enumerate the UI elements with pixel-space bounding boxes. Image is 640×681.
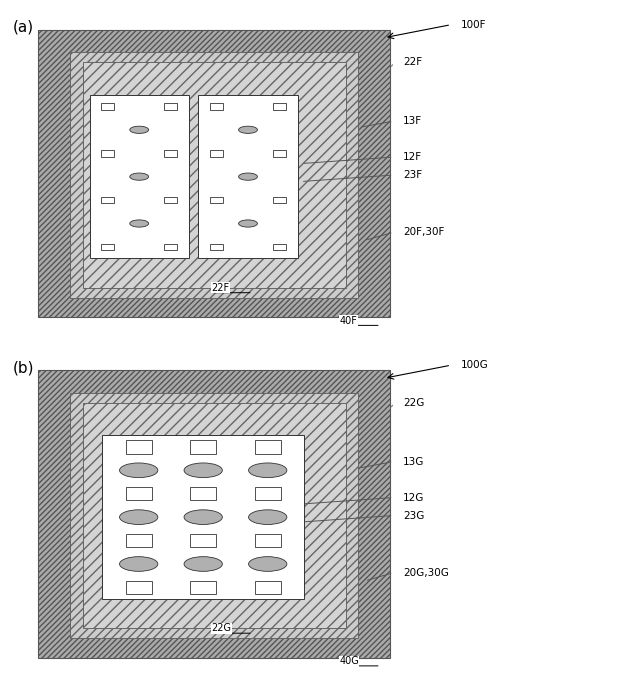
Bar	[210, 103, 223, 110]
Bar	[210, 197, 223, 204]
Bar	[83, 62, 346, 288]
Text: 13F: 13F	[403, 116, 422, 126]
Bar	[273, 103, 286, 110]
Bar	[101, 103, 114, 110]
Ellipse shape	[239, 126, 257, 133]
Bar	[273, 150, 286, 157]
Bar	[102, 435, 304, 599]
Bar	[255, 487, 281, 501]
Text: 13G: 13G	[403, 456, 424, 466]
Text: 12F: 12F	[403, 152, 422, 162]
Text: 22G: 22G	[211, 623, 231, 633]
Text: 23F: 23F	[403, 170, 422, 180]
Ellipse shape	[184, 463, 222, 477]
Bar	[101, 150, 114, 157]
Bar	[164, 150, 177, 157]
Bar	[125, 534, 152, 548]
Bar	[190, 440, 216, 454]
Text: 40F: 40F	[339, 315, 357, 326]
Bar	[90, 95, 189, 258]
Bar	[273, 244, 286, 250]
Text: 20F,30F: 20F,30F	[403, 227, 445, 237]
Ellipse shape	[130, 173, 148, 180]
Ellipse shape	[239, 220, 257, 227]
Ellipse shape	[130, 220, 148, 227]
Text: (a): (a)	[13, 20, 34, 35]
Bar	[101, 197, 114, 204]
Text: 22G: 22G	[403, 398, 424, 408]
Ellipse shape	[248, 510, 287, 524]
Bar	[83, 402, 346, 629]
Bar	[273, 197, 286, 204]
Bar	[190, 487, 216, 501]
Bar	[210, 150, 223, 157]
Ellipse shape	[120, 463, 158, 477]
Bar	[125, 487, 152, 501]
Bar	[255, 440, 281, 454]
Bar	[125, 581, 152, 594]
Bar	[255, 581, 281, 594]
Text: 100G: 100G	[461, 360, 488, 370]
Bar	[210, 244, 223, 250]
Bar	[164, 244, 177, 250]
Bar	[164, 103, 177, 110]
Text: 22F: 22F	[403, 57, 422, 67]
Text: 23G: 23G	[403, 511, 424, 520]
Ellipse shape	[248, 463, 287, 477]
Text: 12G: 12G	[403, 492, 424, 503]
Bar	[190, 534, 216, 548]
Text: 100F: 100F	[461, 20, 486, 30]
Bar	[190, 581, 216, 594]
Bar	[164, 197, 177, 204]
Bar	[38, 370, 390, 658]
Bar	[125, 440, 152, 454]
Text: 22F: 22F	[211, 283, 229, 293]
Bar	[70, 52, 358, 298]
Ellipse shape	[239, 173, 257, 180]
Ellipse shape	[120, 556, 158, 571]
Bar	[38, 29, 390, 317]
Bar	[70, 393, 358, 638]
Text: (b): (b)	[13, 360, 35, 375]
Ellipse shape	[120, 510, 158, 524]
Text: 20G,30G: 20G,30G	[403, 568, 449, 577]
Bar	[255, 534, 281, 548]
Ellipse shape	[248, 556, 287, 571]
Bar	[198, 95, 298, 258]
Ellipse shape	[184, 556, 222, 571]
Bar	[101, 244, 114, 250]
Ellipse shape	[184, 510, 222, 524]
Ellipse shape	[130, 126, 148, 133]
Text: 40G: 40G	[339, 656, 359, 666]
